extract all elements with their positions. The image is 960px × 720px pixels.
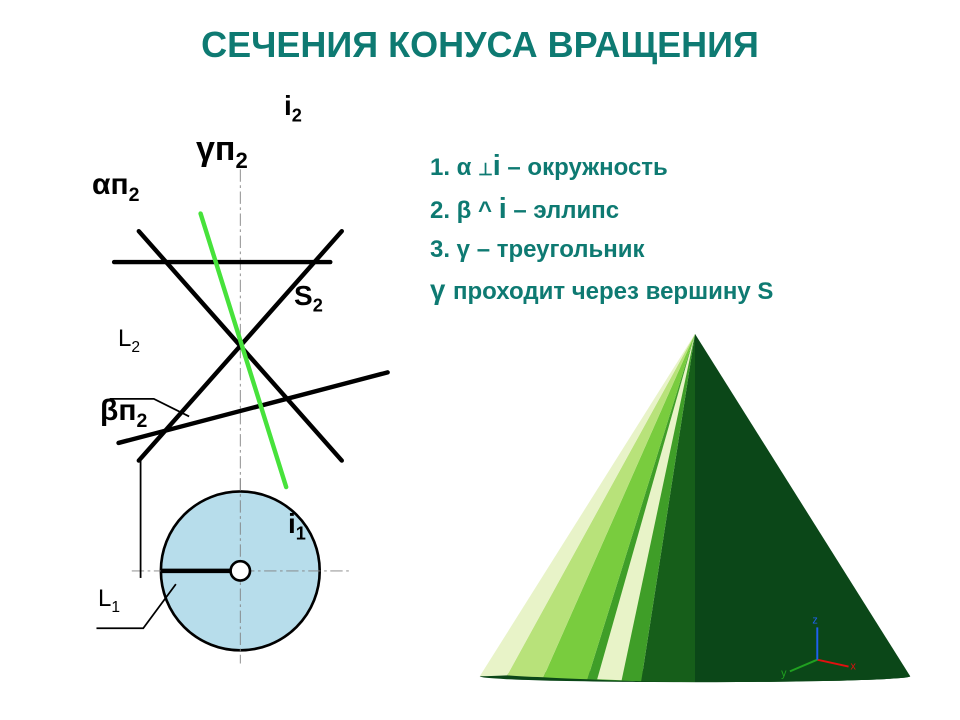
label-ap2: αп2	[92, 168, 139, 207]
label-L2: L2	[118, 325, 140, 357]
rule-2: 2. β ^ i – эллипс	[430, 193, 773, 226]
label-L1: L1	[98, 585, 120, 617]
label-gp2: γп2	[196, 130, 248, 174]
svg-text:y: y	[781, 667, 787, 679]
cone-facet-darkest	[695, 334, 910, 682]
title-text: СЕЧЕНИЯ КОНУСА ВРАЩЕНИЯ	[201, 24, 759, 65]
cone-3d: x y z	[470, 330, 920, 690]
rules-block: 1. α ⊥i – окружность 2. β ^ i – эллипс 3…	[430, 150, 773, 316]
gamma-line	[201, 214, 287, 488]
label-S2: S2	[294, 280, 323, 317]
page-title: СЕЧЕНИЯ КОНУСА ВРАЩЕНИЯ	[0, 24, 960, 66]
rule-1: 1. α ⊥i – окружность	[430, 150, 773, 183]
label-i2: i2	[284, 90, 302, 127]
rule-3: 3. γ – треугольник	[430, 236, 773, 264]
label-bp2: βп2	[100, 394, 147, 433]
rule-4: γ проходит через вершину S	[430, 274, 773, 306]
svg-text:z: z	[812, 614, 817, 626]
center-marker	[231, 561, 250, 580]
label-i1: i1	[288, 508, 306, 545]
svg-text:x: x	[851, 660, 857, 672]
